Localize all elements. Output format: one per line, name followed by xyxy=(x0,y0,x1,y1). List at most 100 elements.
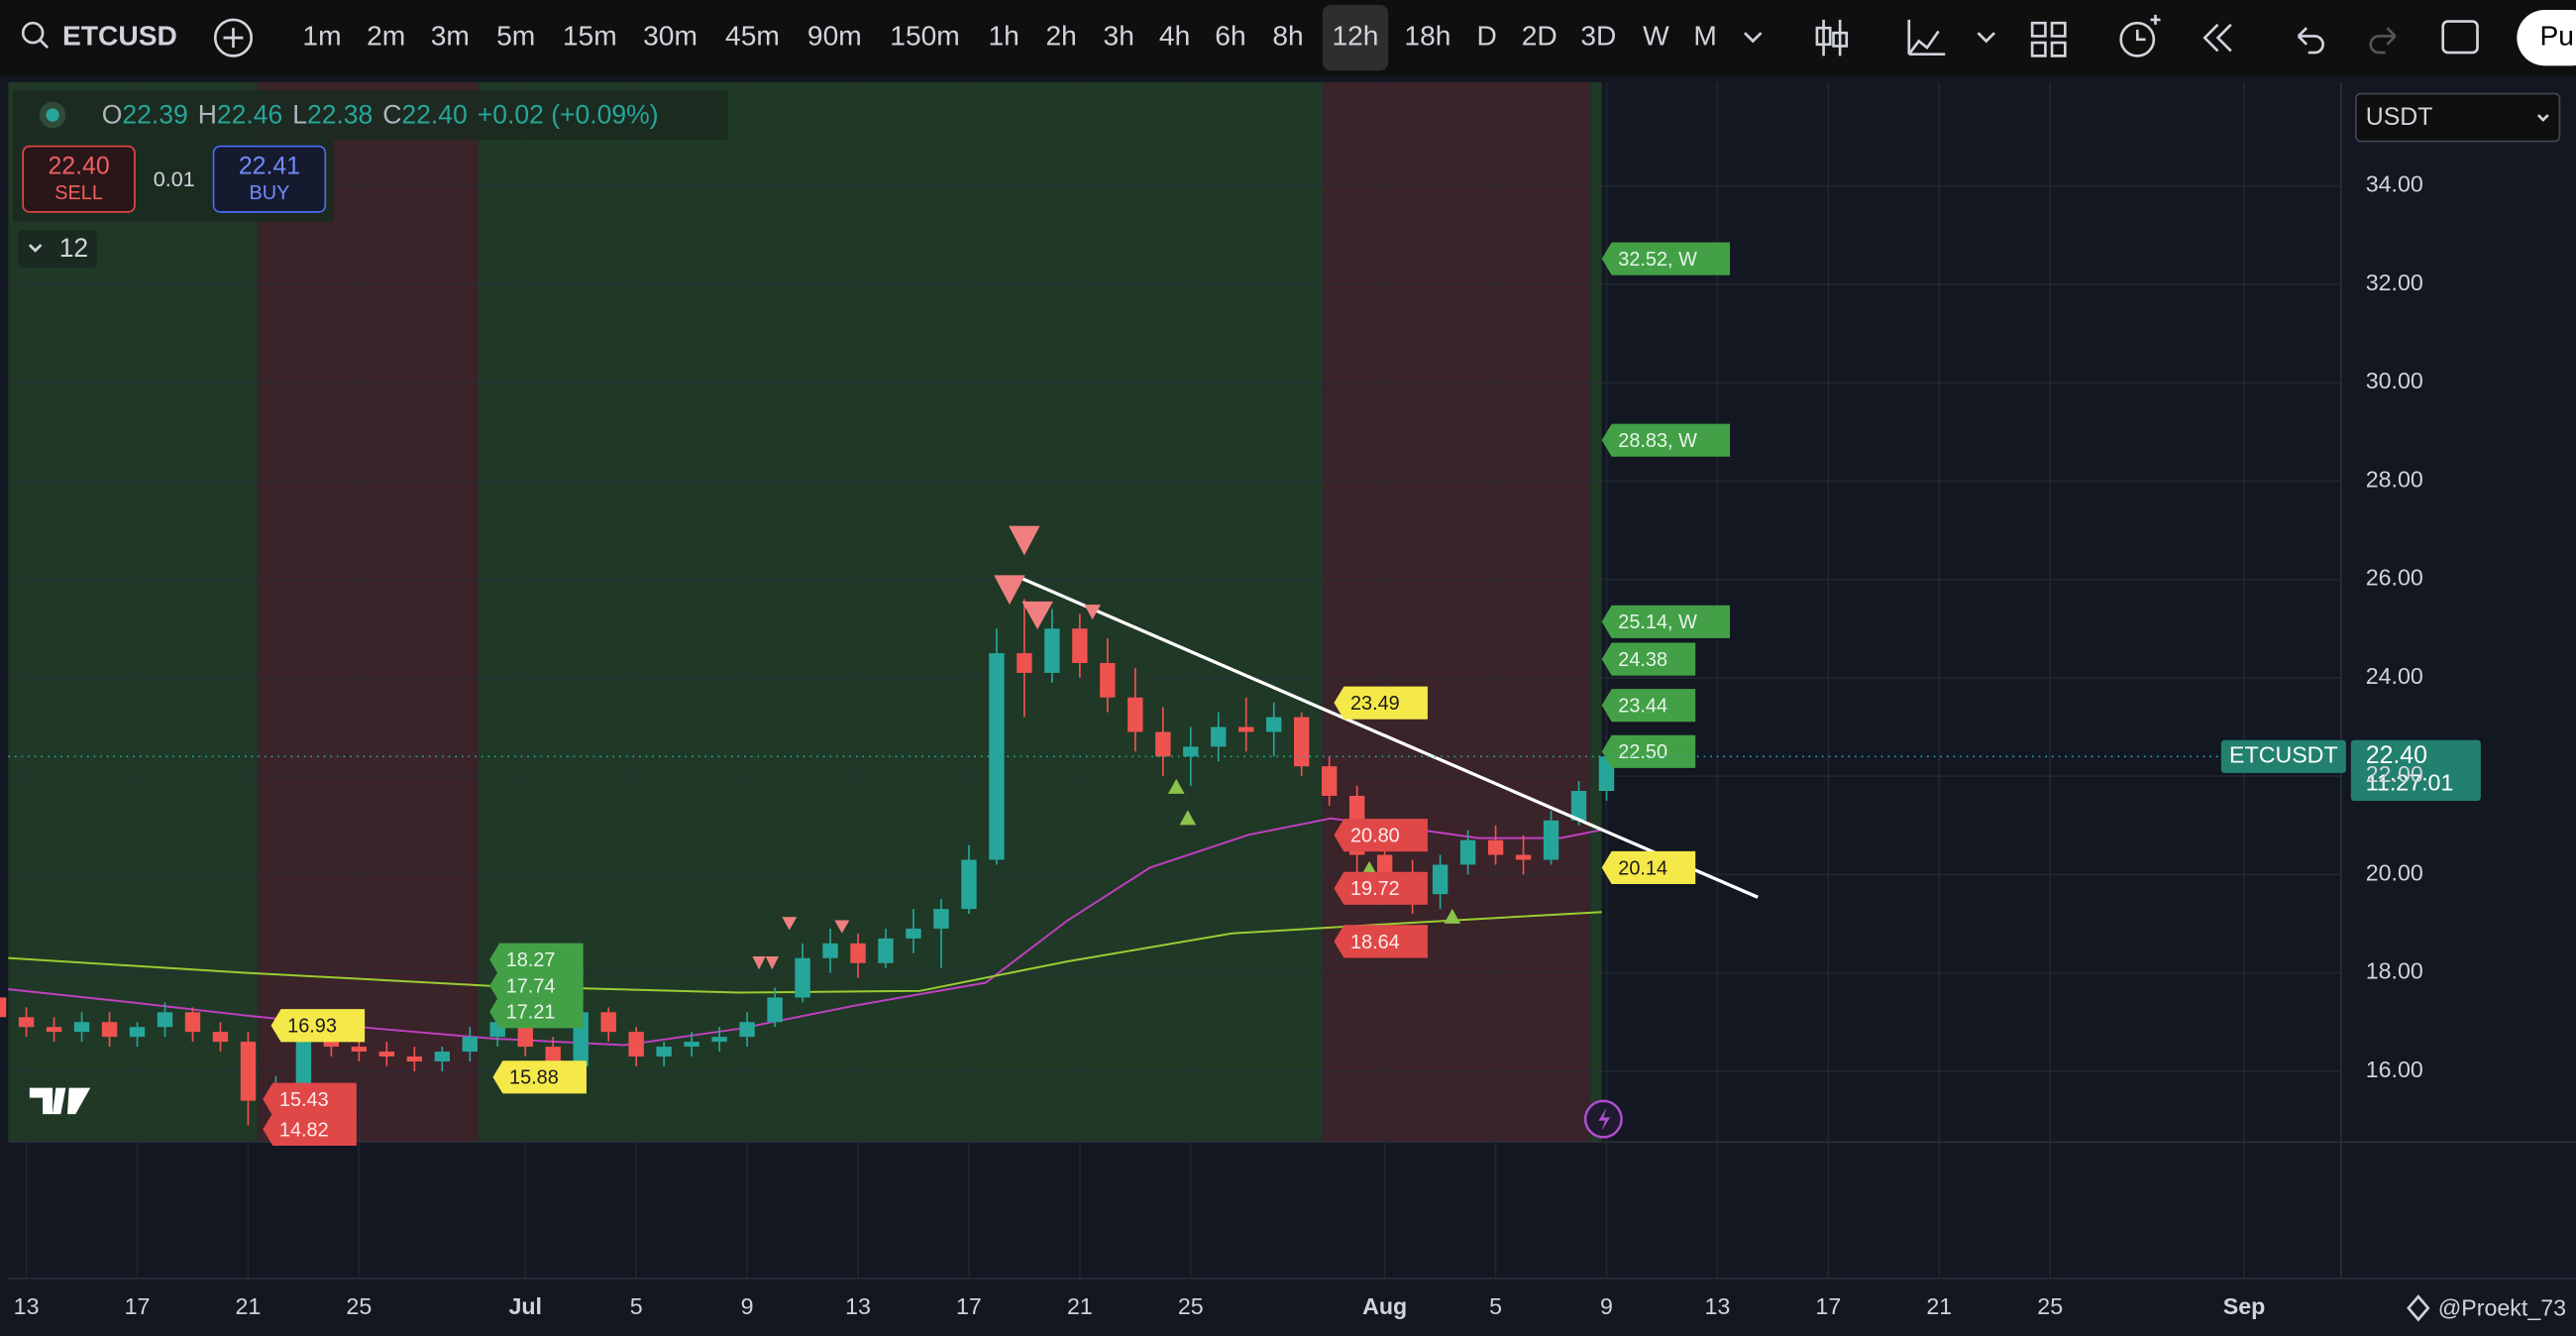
interval[interactable]: 3D xyxy=(1580,20,1616,52)
interval[interactable]: 8h xyxy=(1272,20,1303,52)
interval[interactable]: W xyxy=(1643,20,1669,52)
candle-body xyxy=(1487,839,1504,855)
interval[interactable]: 2m xyxy=(367,20,405,52)
l-key: L xyxy=(292,100,307,130)
interval[interactable]: 2h xyxy=(1046,20,1077,52)
publish-button[interactable] xyxy=(2517,9,2576,66)
zone-bear xyxy=(258,81,479,1143)
candle-body xyxy=(961,859,977,910)
interval[interactable]: 1m xyxy=(302,20,341,52)
level-tag xyxy=(1601,850,1696,885)
interval[interactable]: 150m xyxy=(890,20,959,52)
level-label: 15.43 xyxy=(279,1089,329,1111)
currency-select[interactable] xyxy=(2354,92,2561,143)
y-tick-label: 24.00 xyxy=(2366,663,2423,689)
candle-body xyxy=(46,1027,62,1033)
level-tag xyxy=(1334,686,1428,720)
y-tick-label: 26.00 xyxy=(2366,565,2423,591)
level-label: 20.14 xyxy=(1618,857,1667,879)
candle-body xyxy=(1570,791,1587,821)
candle-body xyxy=(517,1022,533,1048)
interval[interactable]: 45m xyxy=(725,20,780,52)
candle-body xyxy=(1432,864,1449,895)
spread: 0.01 xyxy=(154,167,195,191)
candle-body xyxy=(1459,839,1476,865)
level-label: 32.52, W xyxy=(1618,249,1697,271)
candle-body xyxy=(1183,746,1199,757)
candle-body xyxy=(1294,717,1310,767)
interval[interactable]: 3m xyxy=(431,20,470,52)
sell-label: SELL xyxy=(54,182,103,204)
candle-body xyxy=(212,1032,229,1043)
interval[interactable]: 5m xyxy=(496,20,535,52)
level-tag xyxy=(1334,925,1428,958)
symbol[interactable]: ETCUSD xyxy=(62,20,177,52)
x-tick-label: 17 xyxy=(1815,1293,1841,1319)
x-tick-label: 9 xyxy=(741,1293,754,1319)
candle-body xyxy=(1100,662,1116,698)
x-tick-label: Aug xyxy=(1362,1293,1407,1319)
candle-body xyxy=(933,909,949,929)
layout[interactable] xyxy=(2030,21,2067,57)
buy-signals xyxy=(1167,778,1461,924)
close-value: 22.40 xyxy=(401,100,467,130)
alert-plus xyxy=(2135,14,2161,42)
candle-body xyxy=(129,1027,146,1038)
interval[interactable]: 30m xyxy=(643,20,698,52)
indicators[interactable] xyxy=(1907,19,1946,56)
interval[interactable]: M xyxy=(1693,20,1716,52)
interval[interactable]: 12h xyxy=(1332,20,1378,52)
candle-body xyxy=(739,1022,755,1038)
level-tag xyxy=(489,968,584,1003)
interval[interactable]: 2D xyxy=(1522,20,1557,52)
indicators-toggle[interactable] xyxy=(18,230,97,269)
interval[interactable]: 4h xyxy=(1159,20,1190,52)
alerts-bolt xyxy=(1598,1107,1610,1131)
y-tick-label: 20.00 xyxy=(2366,860,2423,886)
candle-body xyxy=(684,1042,699,1048)
y-tick-label: 32.00 xyxy=(2366,270,2423,295)
interval[interactable]: D xyxy=(1476,20,1496,52)
level-label: 17.21 xyxy=(506,1002,556,1024)
candle-body xyxy=(0,997,7,1018)
countdown: 11:27:01 xyxy=(2366,770,2454,796)
undo[interactable] xyxy=(2297,27,2324,55)
search-icon[interactable] xyxy=(21,21,45,45)
y-tick-label: 16.00 xyxy=(2366,1057,2423,1082)
candle-body xyxy=(1266,717,1282,732)
symbol-tag-bg xyxy=(2220,739,2346,773)
interval[interactable]: 15m xyxy=(563,20,617,52)
price-tag: 22.40 xyxy=(2366,741,2427,769)
buy-label: BUY xyxy=(250,182,290,204)
low-value: 22.38 xyxy=(307,100,373,130)
x-tick-label: 13 xyxy=(14,1293,40,1319)
toolbar-items: ETCUSD Pu 1m 2m 3m 5m 15m 30m 45m 90m 150m 1h 2h 3h… xyxy=(21,4,2576,71)
buy-button[interactable] xyxy=(212,145,327,213)
redo[interactable] xyxy=(2369,27,2397,55)
x-tick-label: 5 xyxy=(1489,1293,1502,1319)
x-tick-label: Jul xyxy=(508,1293,542,1319)
interval[interactable]: 18h xyxy=(1404,20,1450,52)
candle-body xyxy=(1543,820,1559,860)
candle-body xyxy=(906,928,921,939)
interval[interactable]: 3h xyxy=(1104,20,1134,52)
indicators-dropdown[interactable] xyxy=(1977,32,1995,44)
alert[interactable] xyxy=(2119,21,2156,57)
trend-line[interactable] xyxy=(1020,577,1759,899)
open-value: 22.39 xyxy=(122,100,187,130)
replay[interactable] xyxy=(2202,23,2232,53)
indicators-count: 12 xyxy=(59,233,89,263)
interval-dropdown[interactable] xyxy=(1744,32,1763,44)
candle-body xyxy=(101,1022,118,1038)
add-symbol[interactable] xyxy=(213,18,254,57)
fullscreen[interactable] xyxy=(2441,20,2479,55)
interval[interactable]: 1h xyxy=(988,20,1019,52)
interval[interactable]: 6h xyxy=(1215,20,1245,52)
level-tags: 32.52, W 28.83, W 25.14, W 24.38 23.44 22.50 2… xyxy=(263,242,1731,1147)
interval[interactable]: 90m xyxy=(807,20,862,52)
sell-button[interactable] xyxy=(22,145,136,213)
y-tick-label: 30.00 xyxy=(2366,368,2423,393)
candle-body xyxy=(1238,726,1254,732)
x-tick-label: 17 xyxy=(125,1293,151,1319)
chart-type[interactable] xyxy=(1815,19,1849,56)
